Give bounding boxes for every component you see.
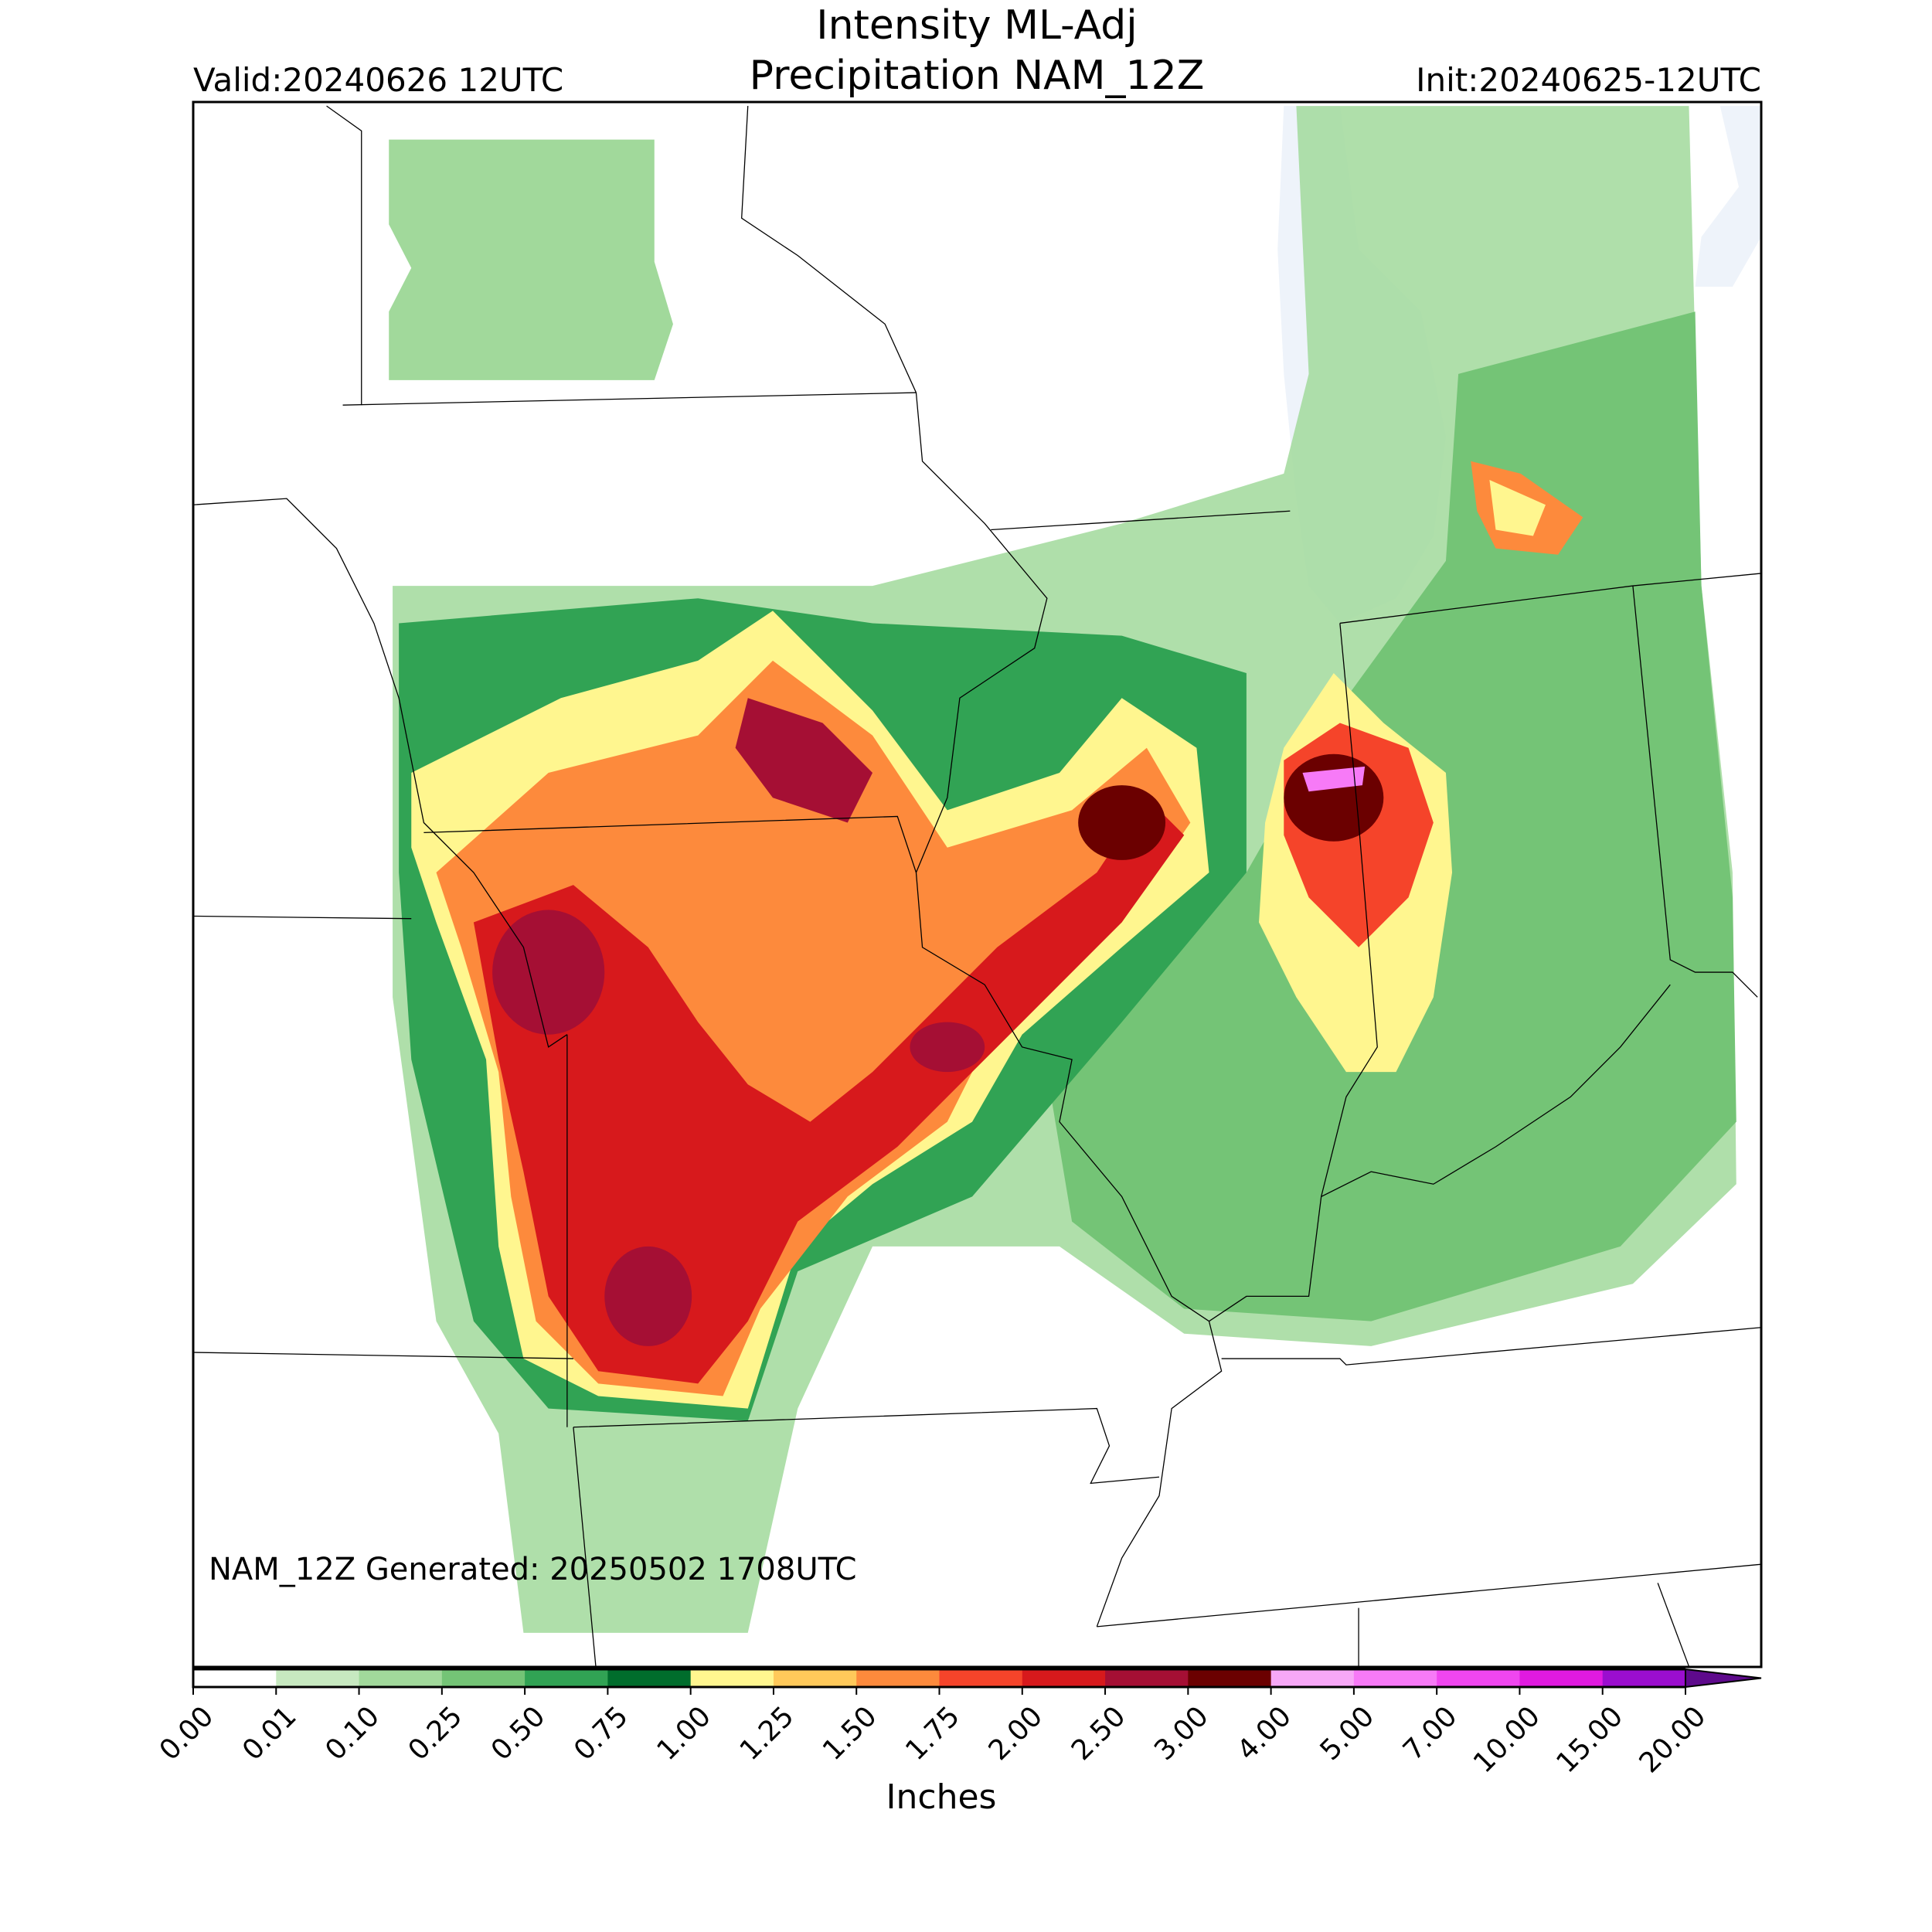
rain-core [604, 1246, 692, 1346]
colorbar-tick-label: 0.75 [568, 1700, 634, 1767]
colorbar-extension [1685, 1668, 1762, 1689]
colorbar-tick-label: 1.00 [651, 1700, 717, 1767]
colorbar: 0.00 0.01 0.10 0.25 0.50 0.75 1.00 1.25 1.50 1.75… [154, 1668, 1762, 1779]
colorbar-bin [441, 1669, 526, 1687]
colorbar-bin [525, 1669, 608, 1687]
colorbar-bin [773, 1669, 857, 1687]
colorbar-bin [856, 1669, 940, 1687]
colorbar-bin [359, 1669, 443, 1687]
rain-area [473, 798, 1185, 1384]
rain-core [1078, 785, 1166, 860]
rain-core [492, 910, 605, 1035]
rain-area [389, 139, 673, 380]
colorbar-bin [607, 1669, 692, 1687]
lake [1695, 106, 1762, 287]
colorbar-bin [1353, 1669, 1437, 1687]
colorbar-tick-label: 0.10 [319, 1700, 386, 1767]
colorbar-tick-label: 0.01 [236, 1700, 303, 1767]
colorbar-tick-label: 2.00 [983, 1700, 1049, 1767]
title-line: Intensity ML-Adj [816, 2, 1138, 49]
rain-core [1302, 766, 1366, 792]
colorbar-tick-label: 0.25 [403, 1700, 469, 1767]
colorbar-tick-label: 0.50 [485, 1700, 552, 1767]
colorbar-tick-label: 1.25 [734, 1700, 801, 1767]
rain-core [1284, 753, 1384, 842]
valid-time: Valid:20240626 12UTC [193, 61, 563, 99]
generated-note: NAM_12Z Generated: 20250502 1708UTC [209, 1552, 857, 1587]
colorbar-bin [1105, 1669, 1189, 1687]
colorbar-tick-label: 1.50 [817, 1700, 883, 1767]
colorbar-label: Inches [886, 1777, 997, 1817]
boundaries [192, 105, 1762, 1667]
rain-core [910, 1022, 985, 1073]
rain-area [735, 698, 873, 823]
colorbar-bin [1188, 1669, 1272, 1687]
init-time: Init:20240625-12UTC [1416, 61, 1761, 99]
colorbar-bin [690, 1669, 774, 1687]
colorbar-tick-label: 2.50 [1066, 1700, 1132, 1767]
colorbar-tick-label: 1.75 [900, 1700, 966, 1767]
colorbar-bin [1022, 1669, 1106, 1687]
colorbar-tick-label: 15.00 [1550, 1700, 1629, 1779]
map-frame [192, 100, 1763, 1668]
colorbar-tick-label: 20.00 [1634, 1700, 1713, 1779]
colorbar-tick-label: 0.00 [154, 1700, 220, 1767]
rain-area [1489, 479, 1546, 536]
precip-field [192, 105, 1762, 1667]
colorbar-tick-label: 5.00 [1315, 1700, 1381, 1767]
colorbar-bin [1270, 1669, 1355, 1687]
colorbar-bin [1437, 1669, 1520, 1687]
colorbar-tick-label: 7.00 [1397, 1700, 1464, 1767]
colorbar-tick-label: 4.00 [1231, 1700, 1298, 1767]
colorbar-bin [276, 1669, 360, 1687]
colorbar-bin [939, 1669, 1023, 1687]
colorbar-bin [193, 1669, 277, 1687]
colorbar-tick-label: 10.00 [1468, 1700, 1546, 1779]
colorbar-bin [1519, 1669, 1604, 1687]
colorbar-tick-label: 3.00 [1148, 1700, 1215, 1767]
colorbar-bin [1602, 1669, 1686, 1687]
title-line: Precipitation NAM_12Z [750, 53, 1205, 99]
